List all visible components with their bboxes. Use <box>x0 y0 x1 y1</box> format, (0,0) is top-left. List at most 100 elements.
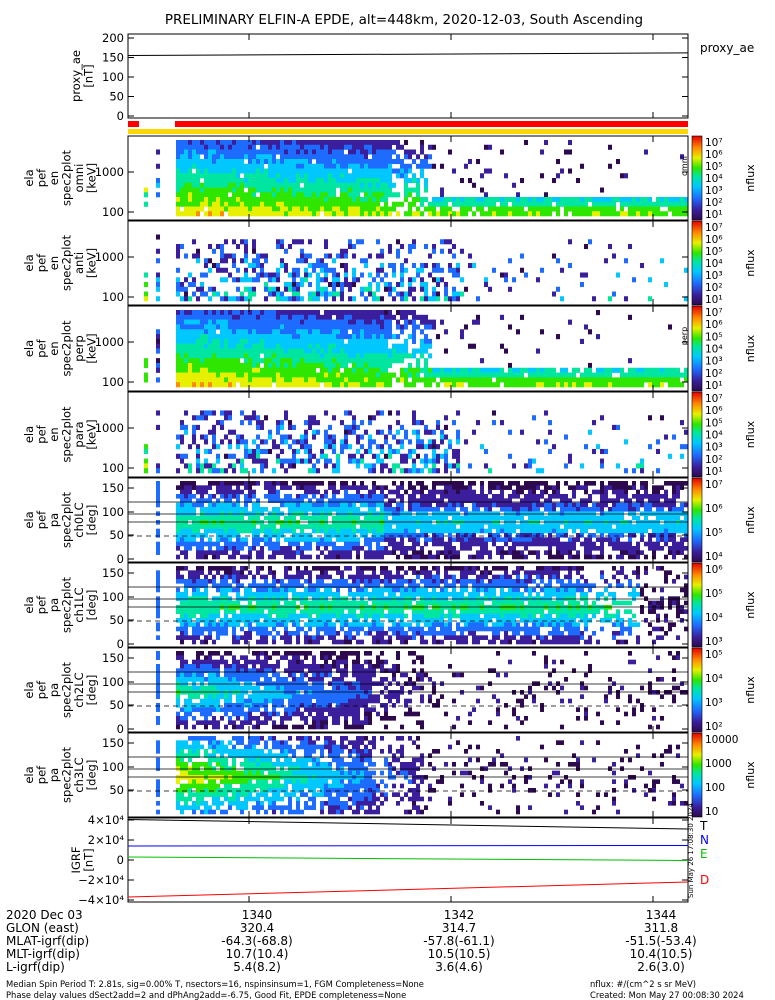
heatmap-cell <box>332 329 336 335</box>
heatmap-cell <box>408 291 412 297</box>
heatmap-cell <box>424 382 428 388</box>
heatmap-cell <box>368 144 372 150</box>
heatmap-cell <box>644 372 648 378</box>
heatmap-cell <box>352 140 356 146</box>
heatmap-cell <box>240 159 244 165</box>
heatmap-cell <box>292 550 296 555</box>
heatmap-cell <box>260 253 264 259</box>
heatmap-cell <box>344 343 348 349</box>
heatmap-cell <box>272 154 276 160</box>
heatmap-cell <box>360 485 364 490</box>
heatmap-cell <box>484 494 488 499</box>
heatmap-cell <box>340 296 344 302</box>
heatmap-cell <box>288 463 292 469</box>
heatmap-cell <box>188 187 192 193</box>
heatmap-cell <box>368 507 372 512</box>
heatmap-cell <box>328 211 332 217</box>
heatmap-cell <box>412 187 416 193</box>
heatmap-cell <box>228 187 232 193</box>
heatmap-cell <box>328 524 332 529</box>
heatmap-cell <box>280 372 284 378</box>
heatmap-cell <box>388 550 392 555</box>
heatmap-cell <box>260 372 264 378</box>
heatmap-cell <box>276 424 280 430</box>
heatmap-cell <box>344 263 348 269</box>
heatmap-cell <box>224 434 228 440</box>
heatmap-cell <box>176 244 180 250</box>
heatmap-cell <box>252 178 256 184</box>
heatmap-cell <box>192 159 196 165</box>
heatmap-cell <box>436 533 440 538</box>
heatmap-cell <box>492 206 496 212</box>
heatmap-cell <box>332 144 336 150</box>
heatmap-cell <box>524 537 528 542</box>
heatmap-cell <box>232 319 236 325</box>
heatmap-cell <box>492 498 496 503</box>
heatmap-cell <box>256 533 260 538</box>
heatmap-cell <box>336 546 340 551</box>
heatmap-cell <box>292 319 296 325</box>
heatmap-cell <box>492 382 496 388</box>
colorbar-tick-label: 10⁷ <box>705 393 723 405</box>
heatmap-cell <box>316 458 320 464</box>
heatmap-cell <box>440 211 444 217</box>
heatmap-cell <box>376 485 380 490</box>
heatmap-cell <box>364 154 368 160</box>
heatmap-cell <box>432 448 436 455</box>
heatmap-cell <box>544 489 548 495</box>
heatmap-cells <box>144 234 688 302</box>
heatmap-cell <box>292 239 296 245</box>
heatmap-cell <box>408 481 412 486</box>
heatmap-cell <box>228 211 232 217</box>
heatmap-cell <box>380 367 384 373</box>
heatmap-cell <box>312 494 316 499</box>
heatmap-cell <box>300 382 304 388</box>
heatmap-cell <box>344 507 348 512</box>
heatmap-cell <box>224 468 228 474</box>
heatmap-cell <box>276 481 280 486</box>
y-axis-label-line: en <box>47 427 61 441</box>
heatmap-cell <box>412 541 416 547</box>
heatmap-cell <box>224 182 228 188</box>
heatmap-cell <box>460 178 464 184</box>
heatmap-cell <box>500 507 504 512</box>
heatmap-cell <box>184 507 188 512</box>
heatmap-cell <box>304 324 308 330</box>
heatmap-cell <box>400 263 404 269</box>
heatmap-cell <box>564 481 568 486</box>
heatmap-cell <box>488 554 492 560</box>
heatmap-cell <box>580 463 584 469</box>
heatmap-cell <box>568 554 572 560</box>
heatmap-cell <box>376 154 380 160</box>
heatmap-cell <box>180 197 184 203</box>
heatmap-cell <box>316 537 320 542</box>
heatmap-cell <box>276 343 280 349</box>
heatmap-cell <box>376 296 380 302</box>
heatmap-cell <box>456 434 460 440</box>
heatmap-cell <box>648 211 652 217</box>
heatmap-cell <box>588 362 592 369</box>
heatmap-cell <box>368 178 372 184</box>
heatmap-cell <box>212 314 216 320</box>
heatmap-cell <box>504 206 508 212</box>
heatmap-cell <box>256 197 260 203</box>
heatmap-cell <box>508 494 512 499</box>
heatmap-cell <box>340 310 344 316</box>
colorbar-tick-label: 10⁷ <box>705 307 723 319</box>
heatmap-cell <box>200 485 204 490</box>
heatmap-cell <box>300 140 304 146</box>
heatmap-cell <box>368 343 372 349</box>
heatmap-cell <box>348 453 352 459</box>
heatmap-cell <box>240 168 244 174</box>
heatmap-cell <box>624 382 628 388</box>
heatmap-cell <box>360 348 364 354</box>
heatmap-cell <box>340 187 344 193</box>
heatmap-cell <box>256 319 260 325</box>
heatmap-cell <box>248 338 252 344</box>
heatmap-cell <box>260 458 264 464</box>
heatmap-cell <box>428 429 432 435</box>
heatmap-cell <box>524 507 528 512</box>
heatmap-cell <box>236 524 240 529</box>
heatmap-cell <box>280 144 284 150</box>
heatmap-cell <box>300 178 304 184</box>
